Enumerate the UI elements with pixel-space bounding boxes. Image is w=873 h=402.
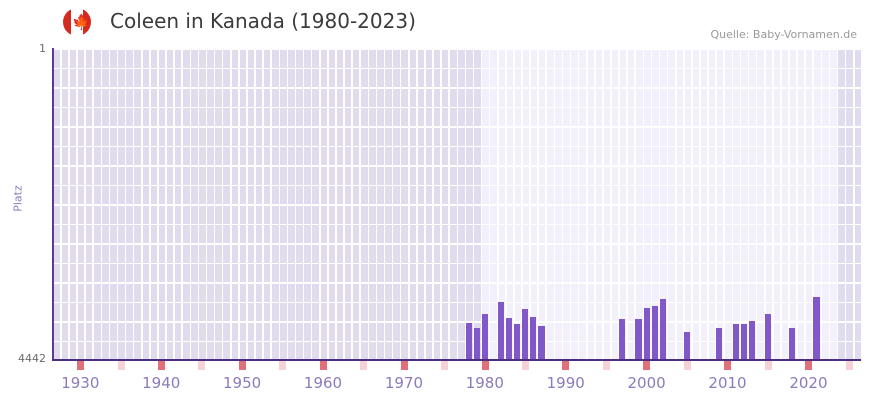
x-axis-tick-label: 1990 <box>546 374 585 392</box>
x-axis-tick-label: 2020 <box>789 374 828 392</box>
source-attribution: Quelle: Baby-Vornamen.de <box>710 28 857 41</box>
x-tick-minor <box>845 361 853 370</box>
gridline-horizontal <box>52 262 861 265</box>
bar[interactable] <box>683 331 691 360</box>
x-tick-major <box>805 361 813 370</box>
gridline-horizontal <box>52 204 861 206</box>
bar-series <box>52 48 861 360</box>
x-axis-tick-label: 2000 <box>627 374 666 392</box>
bar[interactable] <box>732 324 739 360</box>
bar[interactable] <box>813 296 820 360</box>
gridline-horizontal <box>52 301 861 304</box>
bar[interactable] <box>473 327 480 360</box>
x-tick-major <box>643 361 651 370</box>
x-axis-tick-label: 1960 <box>303 374 343 392</box>
y-axis-top-label: 1 <box>39 42 46 55</box>
bar[interactable] <box>465 323 472 360</box>
plot-area <box>52 48 863 362</box>
bar[interactable] <box>651 306 658 360</box>
x-tick-minor <box>117 361 125 370</box>
maple-leaf-icon: 🍁 <box>72 13 91 31</box>
x-tick-major <box>157 361 165 370</box>
bar[interactable] <box>764 314 772 360</box>
gridline-horizontal <box>52 321 861 323</box>
gridline-horizontal <box>52 340 861 343</box>
x-tick-major <box>562 361 570 370</box>
bar[interactable] <box>635 319 642 360</box>
gridline-horizontal <box>52 243 861 245</box>
x-tick-minor <box>441 361 449 370</box>
x-tick-minor <box>602 361 610 370</box>
x-axis-tick-label: 1930 <box>61 374 100 392</box>
page-title: Coleen in Kanada (1980-2023) <box>110 9 416 33</box>
canada-flag-icon: 🍁 <box>63 8 91 36</box>
y-axis-title: Platz <box>11 185 25 212</box>
y-axis-line <box>52 48 54 361</box>
gridline-horizontal <box>52 184 861 187</box>
x-axis-tick-label: 2010 <box>708 374 747 392</box>
bar[interactable] <box>506 317 513 360</box>
bar[interactable] <box>514 324 521 360</box>
y-axis-bottom-label: 4442 <box>18 352 46 365</box>
gridline-horizontal <box>52 165 861 167</box>
gridline-horizontal <box>52 48 861 50</box>
x-tick-major <box>400 361 408 370</box>
gridline-horizontal <box>52 106 861 109</box>
gridline-horizontal <box>52 282 861 284</box>
chart-header: 🍁 Coleen in Kanada (1980-2023) Quelle: B… <box>0 0 873 42</box>
bar[interactable] <box>497 302 505 360</box>
x-tick-major <box>481 361 489 370</box>
x-axis-tick-label: 1940 <box>142 374 181 392</box>
bar[interactable] <box>789 327 796 360</box>
bar[interactable] <box>481 314 488 360</box>
bar[interactable] <box>659 299 666 360</box>
bar[interactable] <box>748 320 755 360</box>
x-axis-tick-label: 1980 <box>465 374 504 392</box>
x-axis-tick-label: 1970 <box>384 374 423 392</box>
x-tick-major <box>724 361 732 370</box>
bar[interactable] <box>740 324 747 360</box>
x-tick-major <box>238 361 246 370</box>
x-tick-minor <box>683 361 691 370</box>
gridline-horizontal <box>52 126 861 128</box>
x-tick-minor <box>522 361 530 370</box>
gridline-horizontal <box>52 145 861 148</box>
gridline-horizontal <box>52 223 861 226</box>
x-tick-minor <box>764 361 772 370</box>
x-tick-minor <box>198 361 206 370</box>
x-tick-major <box>319 361 327 370</box>
x-tick-minor <box>279 361 287 370</box>
bar[interactable] <box>619 319 626 360</box>
gridline-vertical <box>861 48 863 360</box>
bar[interactable] <box>538 326 545 360</box>
x-axis-tick-label: 1950 <box>223 374 262 392</box>
gridline-horizontal <box>52 87 861 89</box>
x-axis-line <box>52 359 861 361</box>
bar[interactable] <box>530 317 537 360</box>
bar[interactable] <box>522 309 529 360</box>
x-tick-minor <box>360 361 368 370</box>
flag-left-band <box>63 8 71 36</box>
flag-right-band <box>83 8 91 36</box>
plot-gridlines <box>52 48 863 362</box>
x-tick-major <box>77 361 85 370</box>
bar[interactable] <box>643 307 650 360</box>
gridline-horizontal <box>52 67 861 70</box>
bar[interactable] <box>716 327 723 360</box>
